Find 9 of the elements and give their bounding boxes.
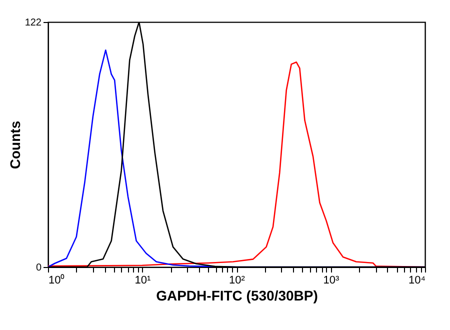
y-tick-label: 122 <box>24 18 42 28</box>
x-tick-label: 10² <box>229 274 246 286</box>
y-axis-title: Counts <box>6 120 23 170</box>
x-tick-label: 10³ <box>323 274 340 286</box>
x-axis-title: GAPDH-FITC (530/30BP) <box>156 288 318 304</box>
x-tick-label: 10⁰ <box>48 274 65 286</box>
x-tick-label: 10¹ <box>134 274 152 286</box>
x-tick-label: 10⁴ <box>408 274 426 286</box>
y-tick-label: 0 <box>36 262 42 274</box>
